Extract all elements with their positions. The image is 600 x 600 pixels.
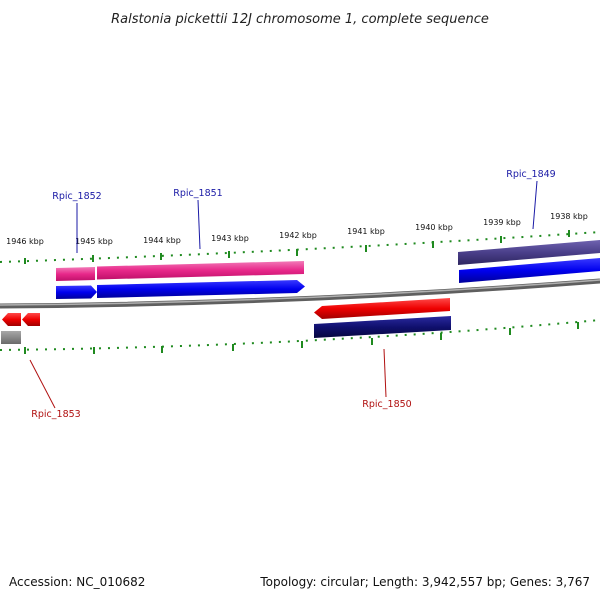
feature-bar-rpic-1853[interactable]	[1, 331, 21, 344]
scale-label: 1940 kbp	[415, 223, 453, 232]
gene-arrow-rpic-1853[interactable]	[2, 313, 21, 326]
forward-genes	[56, 258, 600, 299]
gene-label-rpic-1852[interactable]: Rpic_1852	[52, 191, 101, 202]
gene-arrow-rpic-1852[interactable]	[56, 285, 97, 300]
leader-line-rpic-1851	[197, 199, 201, 250]
scale-label: 1944 kbp	[143, 236, 181, 245]
scale-label: 1938 kbp	[550, 212, 588, 221]
forward-features	[56, 240, 600, 281]
reverse-genes	[2, 298, 450, 326]
topology-info-text: Topology: circular; Length: 3,942,557 bp…	[259, 575, 590, 589]
accession-text: Accession: NC_010682	[9, 575, 145, 589]
gene-label-rpic-1849[interactable]: Rpic_1849	[506, 169, 555, 180]
scale-label: 1943 kbp	[211, 234, 249, 243]
outer-ruler	[0, 230, 600, 264]
gene-arrow-rpic-1849[interactable]	[459, 258, 600, 283]
gene-arrow-rpic-1850[interactable]	[314, 298, 450, 319]
inner-ruler	[0, 319, 600, 354]
leader-line-rpic-1850	[383, 348, 387, 398]
gene-arrow-rpic-1853b[interactable]	[22, 313, 40, 326]
scale-label: 1941 kbp	[347, 227, 385, 236]
leader-line-rpic-1849	[532, 180, 538, 230]
feature-bar-rpic-1851[interactable]	[97, 261, 304, 280]
scale-label: 1945 kbp	[75, 237, 113, 246]
gene-label-rpic-1851[interactable]: Rpic_1851	[173, 188, 222, 199]
gene-label-rpic-1850[interactable]: Rpic_1850	[362, 399, 411, 410]
reverse-features	[1, 316, 451, 344]
feature-bar-rpic-1850[interactable]	[314, 316, 451, 338]
gene-arrow-rpic-1851[interactable]	[97, 280, 305, 298]
scale-label: 1942 kbp	[279, 231, 317, 240]
leader-line-rpic-1853	[29, 359, 56, 409]
leader-lines	[29, 180, 538, 409]
scale-label: 1939 kbp	[483, 218, 521, 227]
scale-labels: 1946 kbp 1945 kbp 1944 kbp 1943 kbp 1942…	[6, 212, 588, 246]
gene-label-rpic-1853[interactable]: Rpic_1853	[31, 409, 80, 420]
feature-bar-rpic-1852[interactable]	[56, 267, 95, 281]
feature-bar-rpic-1849[interactable]	[458, 240, 600, 265]
map-title: Ralstonia pickettii 12J chromosome 1, co…	[111, 12, 489, 27]
gene-labels: Rpic_1852 Rpic_1851 Rpic_1849 Rpic_1853 …	[31, 169, 555, 420]
scale-label: 1946 kbp	[6, 237, 44, 246]
chromosome-backbone-highlight	[0, 279, 600, 306]
chromosome-backbone	[0, 278, 600, 309]
